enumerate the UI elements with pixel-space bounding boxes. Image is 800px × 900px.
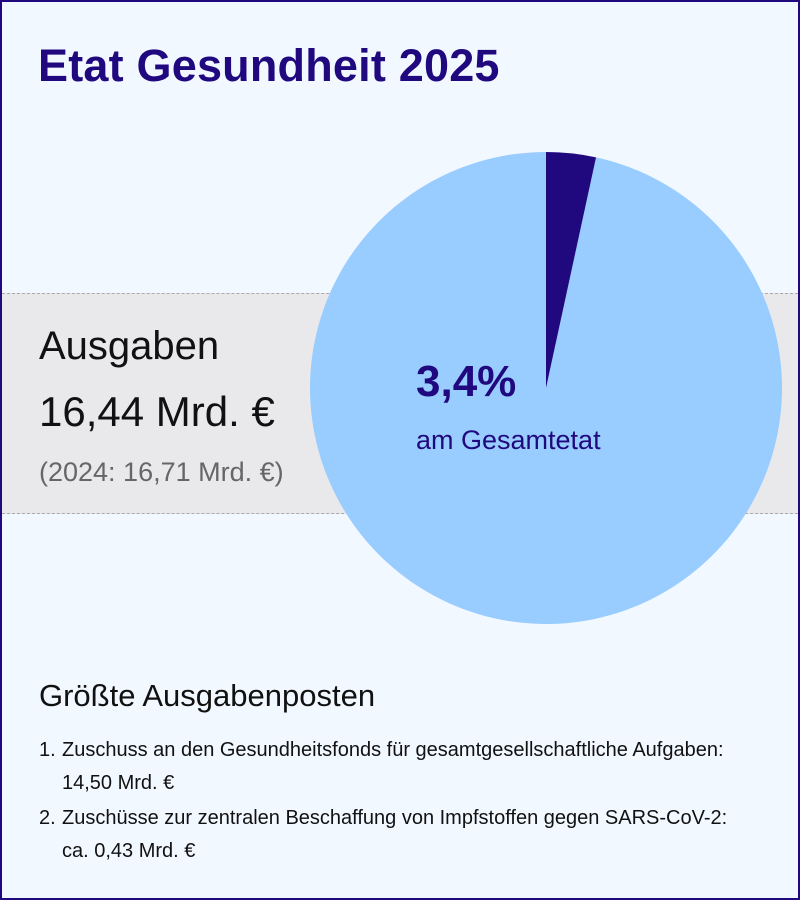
expense-list: 1. Zuschuss an den Gesundheitsfonds für … (39, 734, 739, 870)
pie-share-label: 3,4% (416, 357, 517, 406)
pie-share-caption: am Gesamtetat (416, 425, 601, 455)
pie-slice-gesundheit (546, 152, 597, 388)
pie-chart (310, 152, 782, 624)
list-item-number: 2. (39, 807, 56, 829)
list-item-text: Zuschüsse zur zentralen Beschaffung von … (62, 807, 728, 862)
spending-previous-year: (2024: 16,71 Mrd. €) (39, 457, 284, 487)
page-title: Etat Gesundheit 2025 (38, 40, 500, 91)
list-item: 1. Zuschuss an den Gesundheitsfonds für … (39, 734, 739, 800)
list-item-number: 1. (39, 739, 56, 761)
spending-value: 16,44 Mrd. € (39, 388, 275, 435)
spending-label: Ausgaben (39, 324, 220, 368)
list-item: 2. Zuschüsse zur zentralen Beschaffung v… (39, 802, 739, 868)
list-title: Größte Ausgabenposten (39, 678, 376, 713)
pie-slice-rest (310, 152, 782, 624)
list-item-text: Zuschuss an den Gesundheitsfonds für ges… (62, 739, 724, 794)
